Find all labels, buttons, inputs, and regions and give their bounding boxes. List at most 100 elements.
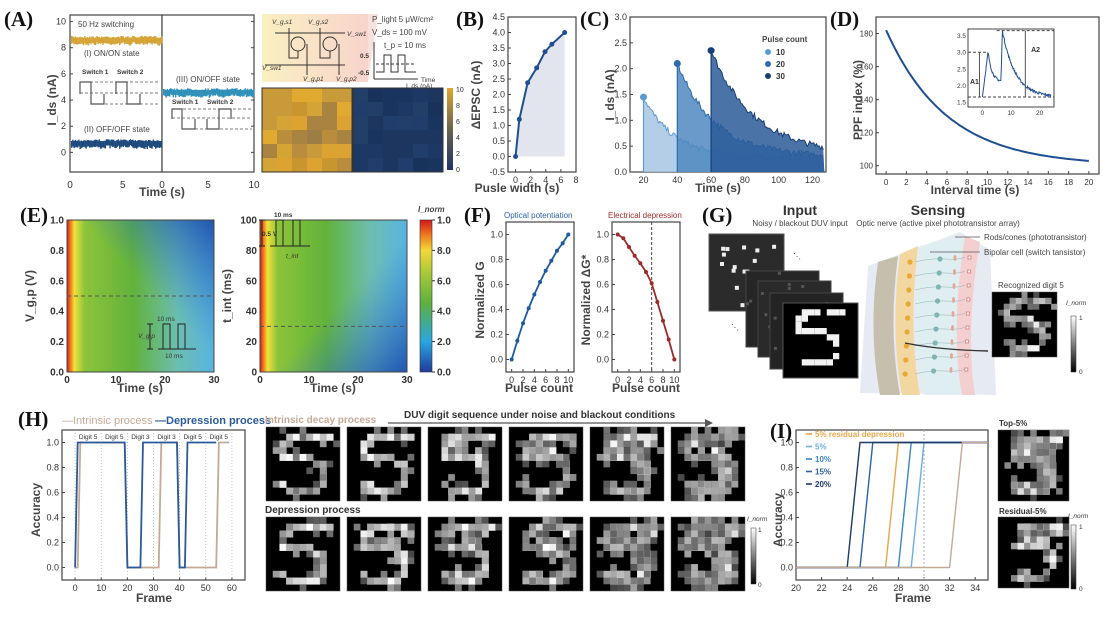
g-recognized-digit-pixel: [1015, 297, 1022, 305]
h-depression-image-5-pixel: [603, 530, 611, 538]
a-off-map-pixel: [353, 158, 368, 172]
c-xtick-label: 80: [740, 175, 750, 185]
a-data-band--ii-off-off-state: [126, 140, 128, 148]
h-depression-image-6-pixel: [718, 570, 725, 578]
i-top-image-pixel: [1017, 430, 1024, 437]
h-depression-image-1-pixel: [279, 543, 287, 551]
i-top-image-pixel: [1023, 481, 1031, 489]
e-xtick-label: 0: [64, 375, 70, 386]
h-depression-image-2-pixel: [394, 537, 401, 544]
d-xlabel: Interval time (s): [931, 183, 1020, 197]
h-depression-image-6-pixel: [731, 564, 739, 571]
h-intrinsic-image-3-pixel: [461, 447, 469, 454]
b-data-point: [562, 30, 568, 35]
h-intrinsic-image-1-pixel: [279, 440, 287, 448]
h-intrinsic-image-6-pixel: [691, 460, 698, 468]
g-dendrite: [914, 270, 966, 277]
h-depression-image-4-pixel: [542, 543, 550, 551]
h-depression-image-1-pixel: [313, 557, 320, 565]
a-data-band--ii-off-off-state: [139, 140, 141, 148]
g-input-digit-pixel: [801, 315, 808, 322]
f-left-xtick-label: 10: [563, 375, 573, 385]
a-on-map-pixel: [292, 144, 307, 158]
panel-label-e: (E): [20, 203, 48, 227]
h-intrinsic-image-5-pixel: [630, 427, 638, 434]
a-off-map-pixel: [368, 102, 383, 116]
h-depression-image-6-pixel: [704, 523, 712, 531]
d-series-line: [885, 29, 1089, 162]
h-depression-image-6-pixel: [704, 517, 712, 524]
a-ytick-label: 10: [56, 17, 66, 27]
a-on-map-pixel: [292, 130, 307, 144]
h-depression-image-4-pixel: [549, 537, 557, 544]
h-intrinsic-image-4-pixel: [542, 453, 550, 461]
a-data-band--iii-on-off-state: [231, 88, 233, 95]
h-depression-image-4-pixel: [562, 557, 570, 565]
h-intrinsic-image-5-pixel: [616, 440, 624, 448]
a-data-band--ii-off-off-state: [114, 141, 116, 149]
h-depression-image-5-pixel: [637, 584, 644, 591]
h-depression-image-4-pixel: [549, 570, 557, 578]
e-xtick-label: 30: [401, 375, 413, 386]
g-input-digit-pixel: [795, 315, 802, 322]
g-recognized-digit-pixel: [1003, 321, 1010, 328]
h-intrinsic-image-6-pixel: [691, 494, 698, 501]
panel-e: (E) 0.00.20.40.60.81.00 10 20 3002040608010…: [20, 203, 451, 395]
panel-b: (B) -0.50.00.51.01.52.02.53.03.54.04.50 2…: [456, 7, 579, 195]
i-top-image-pixel: [1043, 436, 1050, 443]
a-data-band--ii-off-off-state: [109, 140, 111, 149]
h-intrinsic-image-5-pixel: [623, 494, 631, 501]
h-depression-image-5-pixel: [650, 523, 658, 531]
g-recognized-digit-pixel: [1015, 351, 1022, 357]
h-intrinsic-image-3-pixel: [468, 433, 476, 441]
a-data-band--iii-on-off-state: [206, 90, 208, 97]
h-intrinsic-image-6-pixel: [718, 480, 726, 488]
h-depression-image-1-pixel: [313, 550, 321, 558]
h-depression-image-1-pixel: [313, 577, 321, 585]
i-top-image-pixel: [1036, 436, 1044, 443]
h-depression-image-1-pixel: [286, 543, 293, 551]
i-top-image-pixel: [1036, 475, 1044, 482]
h-depression-image-6-pixel: [691, 517, 698, 524]
h-depression-image-6-pixel: [711, 557, 719, 565]
h-intrinsic-image-6-pixel: [677, 447, 685, 454]
a-tick-x: 5: [205, 180, 211, 191]
h-depression-image-6-pixel: [697, 523, 705, 531]
h-depression-image-6-pixel: [731, 517, 739, 524]
d-xtick-label: 20: [1084, 178, 1093, 187]
h-depression-image-4-pixel: [569, 570, 577, 578]
a-on-map-frame: [261, 87, 353, 173]
h-depression-image-3-pixel: [468, 577, 476, 585]
a-ylabel: I_ds (nA): [45, 74, 59, 125]
a-data-band--iii-on-off-state: [247, 88, 249, 97]
a-xlabel: Time (s): [139, 185, 185, 199]
b-data-point: [516, 116, 522, 122]
h-intrinsic-image-3-pixel: [481, 453, 489, 461]
i-top-image-pixel: [1056, 430, 1063, 437]
i-residual-image-pixel: [1049, 555, 1057, 563]
a-ytick-label: 4: [61, 95, 66, 105]
h-intrinsic-image-4-pixel: [515, 440, 523, 448]
h-depression-image-4-pixel: [542, 577, 550, 585]
h-intrinsic-image-5-pixel: [643, 453, 651, 461]
h-depression-image-2-pixel: [394, 550, 401, 558]
h-depression-image-4-pixel: [556, 537, 563, 544]
i-top-image-pixel: [1017, 449, 1024, 456]
h-intrinsic-image-3-pixel: [481, 440, 489, 448]
h-depression-image-6-pixel: [711, 577, 719, 585]
g-recognized-digit-pixel: [1009, 345, 1016, 352]
h-depression-image-2-pixel: [367, 530, 375, 538]
f-left-data-point: [532, 292, 537, 297]
h-depression-image-6-pixel: [718, 557, 725, 565]
a-on-map-pixel: [292, 88, 307, 102]
h-intrinsic-image-5-pixel: [650, 427, 658, 434]
h-intrinsic-image-1-pixel: [313, 487, 321, 495]
i-xtick-label: 32: [945, 583, 955, 593]
h-intrinsic-image-6-pixel: [704, 453, 712, 461]
c-ytick-label: 0.0: [614, 167, 627, 177]
c-legend-marker: [765, 49, 771, 55]
h-depression-image-3-pixel: [448, 530, 455, 538]
d-xtick-label: 14: [1024, 178, 1033, 187]
h-intrinsic-image-6-pixel: [697, 447, 705, 454]
a-off-map-pixel: [398, 158, 413, 172]
